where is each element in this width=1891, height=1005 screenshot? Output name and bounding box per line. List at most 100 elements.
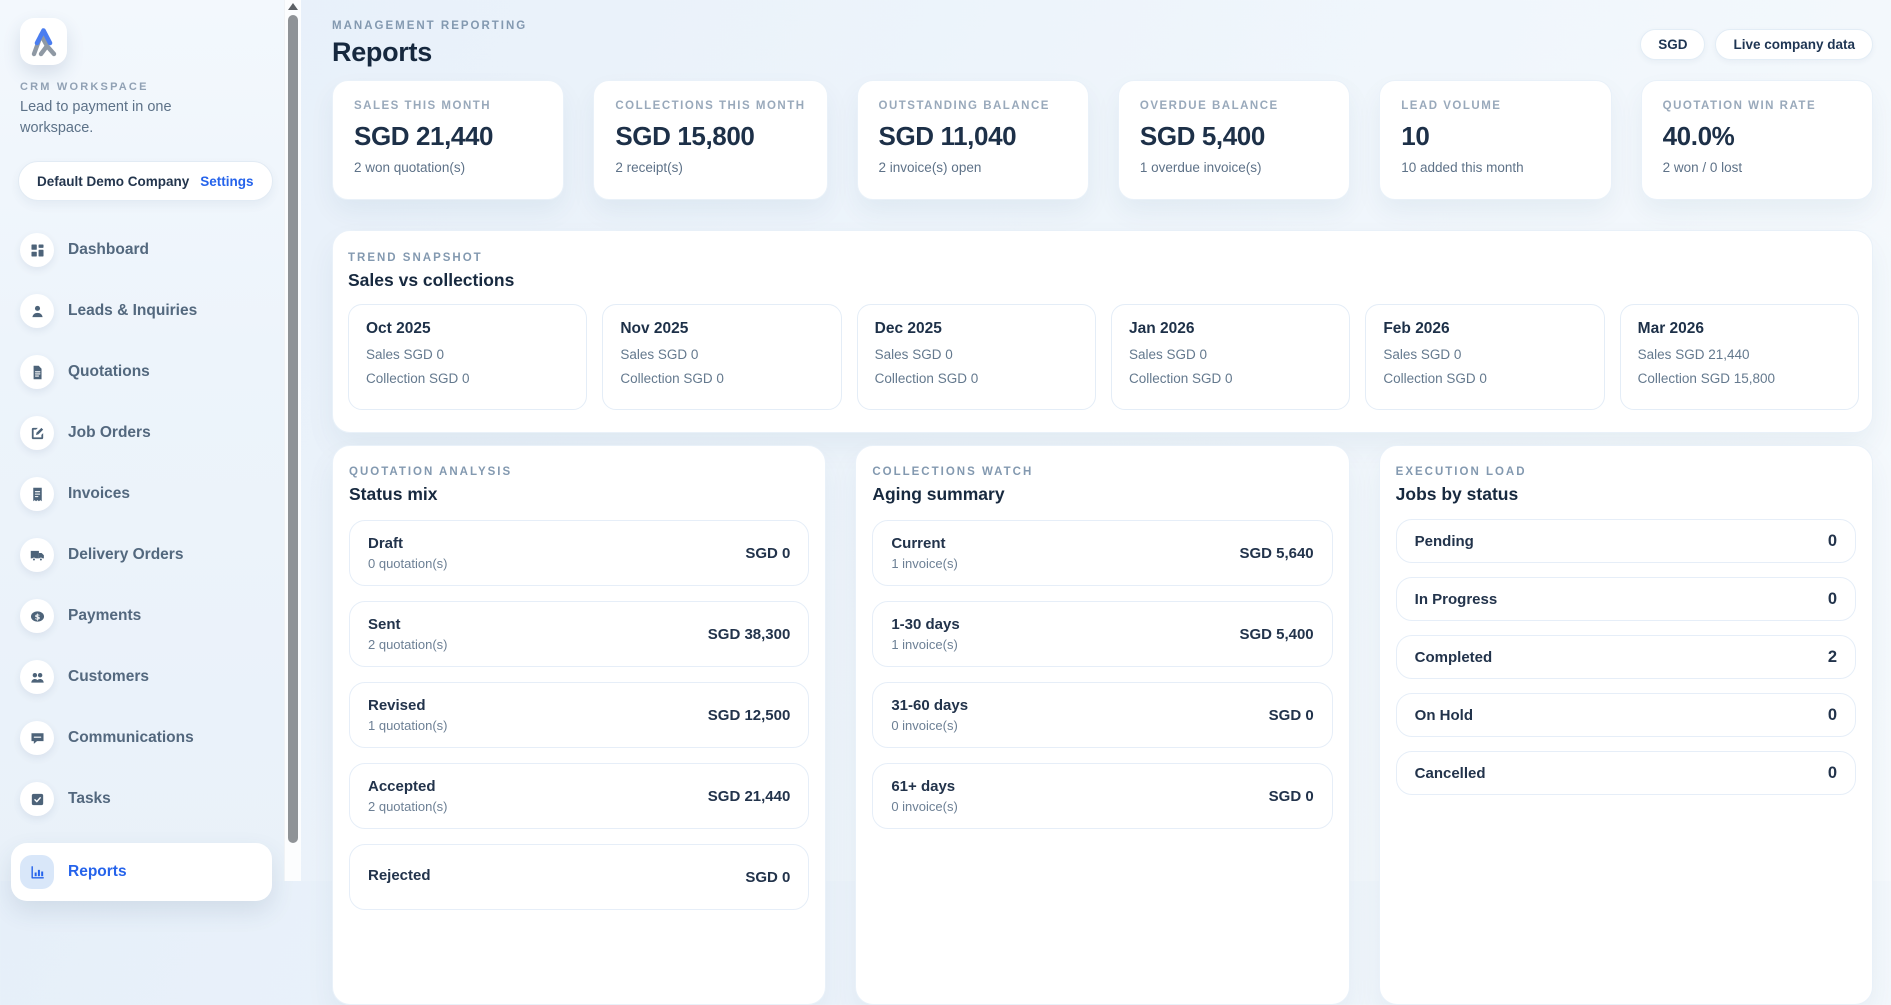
page-kicker: MANAGEMENT REPORTING <box>332 20 528 32</box>
aging-row-current: Current 1 invoice(s) SGD 5,640 <box>872 520 1333 586</box>
sidebar-item-payments[interactable]: $ Payments <box>20 599 272 633</box>
status-row-sent: Sent 2 quotation(s) SGD 38,300 <box>349 601 810 667</box>
kpi-card-sales-this-month: SALES THIS MONTH SGD 21,440 2 won quotat… <box>332 80 565 200</box>
kpi-subtext: 10 added this month <box>1401 160 1524 175</box>
month-card-jan-2026: Jan 2026 Sales SGD 0 Collection SGD 0 <box>1110 304 1351 410</box>
month-name: Feb 2026 <box>1383 320 1450 337</box>
sidebar-item-tasks[interactable]: Tasks <box>20 782 272 816</box>
aging-row-61-days: 61+ days 0 invoice(s) SGD 0 <box>872 763 1333 829</box>
kpi-subtext: 2 won quotation(s) <box>354 160 466 175</box>
aging-amount: SGD 5,640 <box>1239 544 1314 562</box>
job-status-count: 0 <box>1827 531 1837 550</box>
status-label: Accepted <box>368 778 436 795</box>
job-status-row-pending: Pending 0 <box>1395 519 1856 563</box>
month-sales: Sales SGD 0 <box>620 347 699 362</box>
scrollbar-thumb[interactable] <box>288 15 298 843</box>
kpi-label: OVERDUE BALANCE <box>1139 100 1279 112</box>
status-row-accepted: Accepted 2 quotation(s) SGD 21,440 <box>349 763 810 829</box>
job-status-row-on-hold: On Hold 0 <box>1395 693 1856 737</box>
month-sales: Sales SGD 0 <box>1128 347 1208 362</box>
sidebar-item-dashboard[interactable]: Dashboard <box>20 233 272 267</box>
month-card-dec-2025: Dec 2025 Sales SGD 0 Collection SGD 0 <box>856 304 1096 410</box>
job-status-row-cancelled: Cancelled 0 <box>1395 751 1856 795</box>
collections-kicker: COLLECTIONS WATCH <box>872 466 1034 478</box>
sidebar-item-communications[interactable]: Communications <box>20 721 272 755</box>
kpi-value: SGD 11,040 <box>878 121 1017 151</box>
quotation-analysis-panel: QUOTATION ANALYSIS Status mix Draft 0 qu… <box>332 445 827 1005</box>
job-status-row-completed: Completed 2 <box>1395 635 1856 679</box>
kpi-card-collections-this-month: COLLECTIONS THIS MONTH SGD 15,800 2 rece… <box>593 80 828 200</box>
month-collection: Collection SGD 0 <box>874 371 979 386</box>
month-name: Jan 2026 <box>1128 320 1195 337</box>
aging-count: 0 invoice(s) <box>891 718 958 733</box>
kpi-label: QUOTATION WIN RATE <box>1662 100 1817 112</box>
job-status-label: Cancelled <box>1414 764 1486 782</box>
status-row-revised: Revised 1 quotation(s) SGD 12,500 <box>349 682 810 748</box>
status-label: Revised <box>368 697 426 714</box>
status-amount: SGD 12,500 <box>707 706 791 724</box>
sidebar-item-customers[interactable]: Customers <box>20 660 272 694</box>
kpi-row: SALES THIS MONTH SGD 21,440 2 won quotat… <box>332 80 1873 200</box>
status-badge-sgd: SGD <box>1640 29 1706 60</box>
sidebar-item-reports[interactable]: Reports <box>11 843 272 901</box>
sidebar-item-leads-inquiries[interactable]: Leads & Inquiries <box>20 294 272 328</box>
quotation-title: Status mix <box>349 484 438 504</box>
job-status-label: Pending <box>1414 532 1474 550</box>
status-amount: SGD 0 <box>745 868 791 886</box>
month-card-nov-2025: Nov 2025 Sales SGD 0 Collection SGD 0 <box>602 304 842 410</box>
status-count: 2 quotation(s) <box>368 799 448 814</box>
workspace-label: CRM WORKSPACE <box>20 81 149 93</box>
month-name: Nov 2025 <box>620 320 689 337</box>
kpi-value: SGD 15,800 <box>615 121 755 151</box>
aging-row-1-30-days: 1-30 days 1 invoice(s) SGD 5,400 <box>872 601 1333 667</box>
analysis-panels: QUOTATION ANALYSIS Status mix Draft 0 qu… <box>332 445 1873 1005</box>
settings-link[interactable]: Settings <box>200 173 254 189</box>
aging-amount: SGD 5,400 <box>1239 625 1314 643</box>
kpi-subtext: 2 won / 0 lost <box>1662 160 1743 175</box>
kpi-label: LEAD VOLUME <box>1401 100 1502 112</box>
job-status-label: Completed <box>1414 648 1493 666</box>
job-status-count: 0 <box>1827 589 1837 608</box>
aging-count: 0 invoice(s) <box>891 799 958 814</box>
status-amount: SGD 0 <box>745 544 791 562</box>
quotation-kicker: QUOTATION ANALYSIS <box>349 466 513 478</box>
month-name: Mar 2026 <box>1637 320 1705 337</box>
job-status-count: 0 <box>1827 705 1837 724</box>
status-count: 1 quotation(s) <box>368 718 448 733</box>
reports-icon <box>20 855 54 889</box>
page-header: MANAGEMENT REPORTING Reports SGD Live com… <box>332 20 1873 68</box>
kpi-value: 10 <box>1401 121 1430 151</box>
aging-bucket: 1-30 days <box>891 616 960 633</box>
aging-bucket: 31-60 days <box>891 697 969 714</box>
page-title: Reports <box>332 37 432 67</box>
app-logo <box>20 18 67 65</box>
svg-text:$: $ <box>34 611 40 621</box>
month-sales: Sales SGD 0 <box>366 347 445 362</box>
sidebar-item-label: Delivery Orders <box>68 546 184 563</box>
payments-icon: $ <box>20 599 54 633</box>
kpi-card-overdue-balance: OVERDUE BALANCE SGD 5,400 1 overdue invo… <box>1117 80 1351 200</box>
company-name: Default Demo Company <box>37 173 190 189</box>
sidebar-item-invoices[interactable]: Invoices <box>20 477 272 511</box>
scrollbar-up-arrow-icon[interactable] <box>288 3 298 10</box>
job-status-row-in-progress: In Progress 0 <box>1395 577 1856 621</box>
company-selector[interactable]: Default Demo Company Settings <box>18 161 273 201</box>
collections-title: Aging summary <box>872 484 1005 504</box>
job-status-count: 2 <box>1827 647 1837 666</box>
main-content: MANAGEMENT REPORTING Reports SGD Live com… <box>301 0 1891 1005</box>
sidebar-item-quotations[interactable]: Quotations <box>20 355 272 389</box>
month-collection: Collection SGD 0 <box>1128 371 1233 386</box>
month-collection: Collection SGD 0 <box>1383 371 1487 386</box>
kpi-label: OUTSTANDING BALANCE <box>878 100 1050 112</box>
sidebar-item-delivery-orders[interactable]: Delivery Orders <box>20 538 272 572</box>
sidebar-scrollbar[interactable] <box>284 0 301 881</box>
status-row-draft: Draft 0 quotation(s) SGD 0 <box>349 520 810 586</box>
month-collection: Collection SGD 0 <box>366 371 470 386</box>
job-status-label: In Progress <box>1414 590 1498 608</box>
status-label: Rejected <box>368 866 431 884</box>
sidebar-item-job-orders[interactable]: Job Orders <box>20 416 272 450</box>
aging-row-31-60-days: 31-60 days 0 invoice(s) SGD 0 <box>872 682 1333 748</box>
kpi-card-quotation-win-rate: QUOTATION WIN RATE 40.0% 2 won / 0 lost <box>1640 80 1873 200</box>
execution-title: Jobs by status <box>1395 484 1519 504</box>
sidebar-item-label: Leads & Inquiries <box>68 302 198 319</box>
